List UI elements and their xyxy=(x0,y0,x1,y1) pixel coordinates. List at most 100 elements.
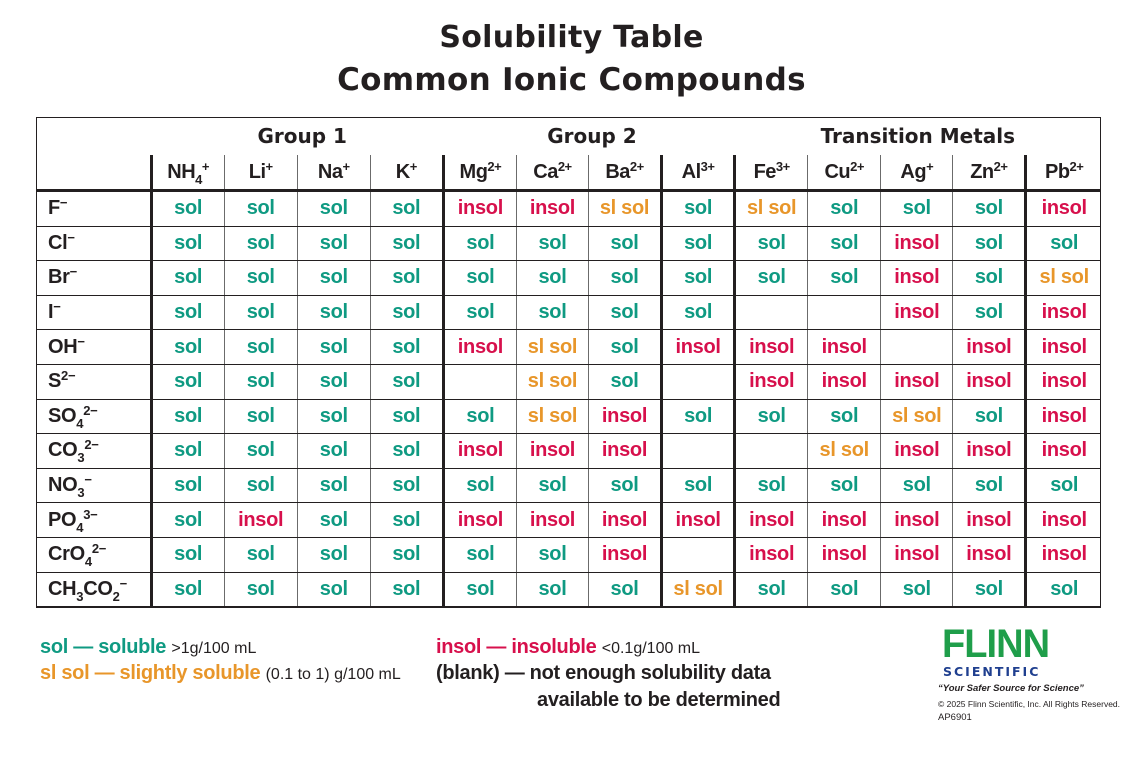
solubility-cell: sol xyxy=(296,433,371,469)
page-title: Solubility Table xyxy=(439,20,704,55)
cation-symbol: Al xyxy=(681,160,702,183)
anion-symbol: I xyxy=(48,301,54,324)
solubility-cell: sol xyxy=(952,467,1026,504)
solubility-cell: sol xyxy=(952,190,1026,227)
solubility-cell: insol xyxy=(880,502,953,538)
solubility-cell: sol xyxy=(369,398,444,435)
solubility-cell: insol xyxy=(1024,398,1101,435)
solubility-cell: sol xyxy=(587,329,662,365)
legend-insol: insol — insoluble <0.1g/100 mL xyxy=(436,636,700,659)
solubility-cell: sol xyxy=(1024,571,1101,608)
cation-symbol: K xyxy=(395,160,410,183)
solubility-cell: sol xyxy=(733,225,808,262)
solubility-cell: sol xyxy=(807,225,881,262)
solubility-cell: sl sol xyxy=(587,190,662,227)
solubility-cell: insol xyxy=(880,294,953,331)
solubility-cell: sol xyxy=(296,225,371,262)
solubility-cell: sol xyxy=(952,398,1026,435)
group-header-row: Group 1 Group 2 Transition Metals xyxy=(36,117,1101,155)
anion-subscript: 4 xyxy=(76,415,84,431)
solubility-cell: sol xyxy=(223,294,298,331)
solubility-cell: sol xyxy=(1024,225,1101,262)
solubility-cell xyxy=(807,294,881,331)
solubility-cell: sol xyxy=(952,571,1026,608)
solubility-cell: sol xyxy=(441,225,517,262)
cation-header: Ag+ xyxy=(880,155,953,192)
solubility-cell: sol xyxy=(587,260,662,296)
cation-header: Pb2+ xyxy=(1024,155,1101,192)
solubility-cell: sl sol xyxy=(660,571,735,608)
solubility-cell: insol xyxy=(441,190,517,227)
cation-symbol: Ca xyxy=(533,160,558,183)
solubility-cell: sol xyxy=(369,571,444,608)
solubility-cell xyxy=(660,363,735,400)
solubility-cell: sol xyxy=(296,571,371,608)
cation-header: Ba2+ xyxy=(587,155,662,192)
flinn-logo: FLINN xyxy=(942,622,1050,666)
cation-charge: + xyxy=(342,158,350,174)
solubility-cell: sol xyxy=(149,190,225,227)
cation-header: K+ xyxy=(369,155,444,192)
cation-header: Ca2+ xyxy=(515,155,589,192)
legend-insol-detail: <0.1g/100 mL xyxy=(601,640,701,657)
cation-symbol: Zn xyxy=(970,160,994,183)
table-row: NO3− sol sol sol sol sol sol sol sol sol sol sol sol… xyxy=(36,467,1101,504)
solubility-cell: sol xyxy=(296,536,371,573)
table-row: F− sol sol sol sol insol insol sl sol sol sl sol s… xyxy=(36,190,1101,227)
solubility-cell: sl sol xyxy=(880,398,953,435)
group-1-header: Group 1 xyxy=(257,124,347,148)
solubility-cell: insol xyxy=(587,398,662,435)
solubility-cell: sol xyxy=(296,260,371,296)
solubility-cell: sol xyxy=(587,467,662,504)
solubility-cell: insol xyxy=(1024,190,1101,227)
solubility-cell: sol xyxy=(807,467,881,504)
solubility-cell: insol xyxy=(515,502,589,538)
solubility-cell: sol xyxy=(587,225,662,262)
cation-charge: + xyxy=(926,158,934,174)
solubility-cell: sol xyxy=(149,536,225,573)
solubility-cell: sol xyxy=(880,190,953,227)
solubility-cell: insol xyxy=(515,433,589,469)
anion-symbol: CO xyxy=(83,577,113,600)
solubility-cell: insol xyxy=(515,190,589,227)
solubility-cell: insol xyxy=(441,433,517,469)
cation-header-row: NH4+ Li+ Na+ K+ Mg2+ Ca2+ Ba2+ Al3+ Fe3+ Cu2+ Ag+ Z… xyxy=(36,155,1101,192)
anion-symbol: Cl xyxy=(48,231,68,254)
copyright-notice: © 2025 Flinn Scientific, Inc. All Rights… xyxy=(938,699,1121,709)
solubility-cell xyxy=(660,433,735,469)
anion-charge: 2− xyxy=(84,437,99,453)
legend-blank-line2: available to be determined xyxy=(537,689,781,711)
cation-header: Al3+ xyxy=(660,155,735,192)
anion-label: NO3− xyxy=(36,467,152,504)
solubility-cell: sol xyxy=(149,398,225,435)
solubility-cell: sol xyxy=(441,467,517,504)
solubility-cell: sol xyxy=(149,467,225,504)
anion-label: CO32− xyxy=(36,433,152,469)
solubility-cell: insol xyxy=(880,363,953,400)
solubility-cell: sol xyxy=(733,260,808,296)
solubility-cell: insol xyxy=(587,502,662,538)
legend-sol-detail: >1g/100 mL xyxy=(171,640,257,657)
cation-header: Zn2+ xyxy=(952,155,1026,192)
solubility-cell: sol xyxy=(807,260,881,296)
anion-symbol: F xyxy=(48,197,60,220)
solubility-cell: sol xyxy=(515,294,589,331)
solubility-cell: sol xyxy=(441,536,517,573)
anion-label: PO43− xyxy=(36,502,152,538)
table-row: OH− sol sol sol sol insol sl sol sol insol insol i… xyxy=(36,329,1101,365)
cation-header: Cu2+ xyxy=(807,155,881,192)
legend-slsol-term: sl sol — slightly soluble xyxy=(40,662,261,684)
solubility-cell: sol xyxy=(587,571,662,608)
solubility-cell: insol xyxy=(952,363,1026,400)
solubility-cell: insol xyxy=(1024,329,1101,365)
solubility-cell: sol xyxy=(369,225,444,262)
anion-subscript: 4 xyxy=(84,554,92,570)
legend-sol: sol — soluble >1g/100 mL xyxy=(40,636,256,659)
anion-label: CrO42− xyxy=(36,536,152,573)
solubility-cell: insol xyxy=(587,536,662,573)
solubility-cell: insol xyxy=(733,329,808,365)
solubility-cell: insol xyxy=(733,536,808,573)
anion-charge: 3− xyxy=(83,506,98,522)
solubility-cell: sol xyxy=(369,536,444,573)
solubility-cell: sol xyxy=(733,467,808,504)
